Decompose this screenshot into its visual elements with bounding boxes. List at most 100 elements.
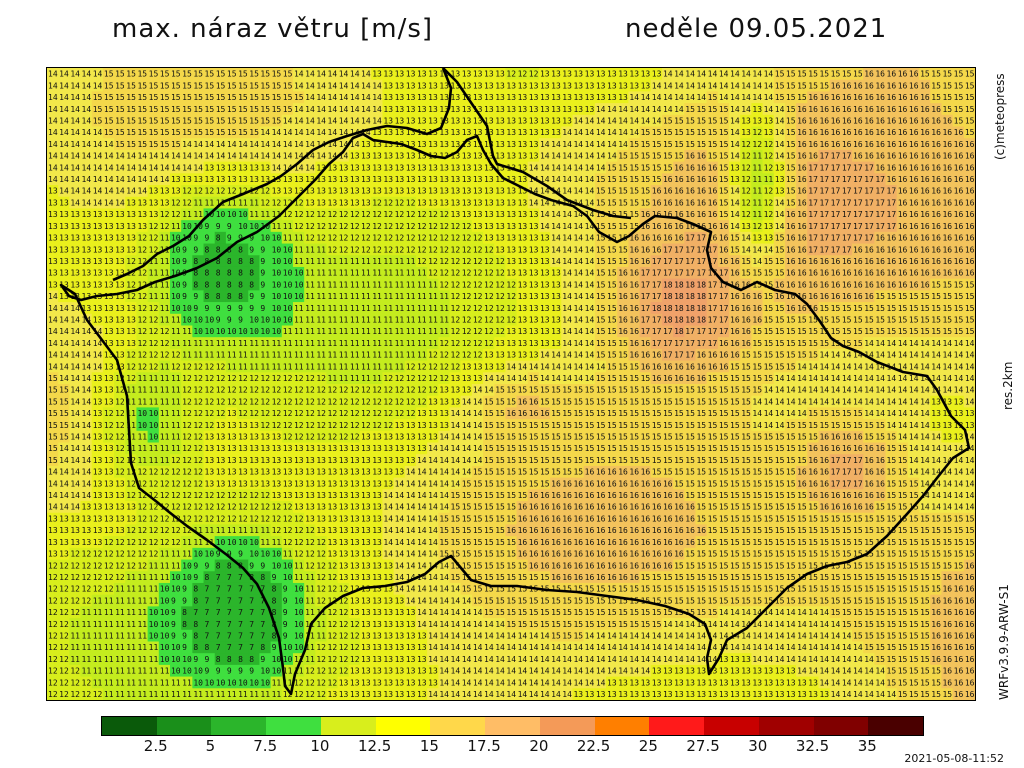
legend-tick-label: 27.5 <box>686 737 719 755</box>
svg-text:15: 15 <box>775 81 785 90</box>
svg-text:13: 13 <box>596 93 606 102</box>
svg-text:13: 13 <box>473 70 483 79</box>
svg-text:14: 14 <box>618 105 628 114</box>
svg-text:14: 14 <box>316 70 326 79</box>
svg-text:15: 15 <box>160 93 170 102</box>
legend-ticks: 2.5 5 7.5 10 12.5 15 17.5 20 22.5 25 27.5 30 32.5 35 <box>101 737 922 757</box>
svg-text:15: 15 <box>942 70 952 79</box>
svg-text:13: 13 <box>473 93 483 102</box>
svg-text:16: 16 <box>898 81 908 90</box>
svg-text:15: 15 <box>965 105 975 114</box>
svg-text:14: 14 <box>350 93 360 102</box>
svg-text:16: 16 <box>920 105 930 114</box>
svg-text:13: 13 <box>573 81 583 90</box>
svg-text:14: 14 <box>685 70 695 79</box>
svg-text:14: 14 <box>730 117 740 126</box>
svg-text:13: 13 <box>551 117 561 126</box>
legend-tick-label: 32.5 <box>796 737 829 755</box>
svg-text:15: 15 <box>171 105 181 114</box>
svg-text:15: 15 <box>797 70 807 79</box>
svg-text:15: 15 <box>216 105 226 114</box>
svg-text:15: 15 <box>775 93 785 102</box>
svg-text:16: 16 <box>898 70 908 79</box>
svg-text:15: 15 <box>249 70 259 79</box>
svg-text:13: 13 <box>573 105 583 114</box>
svg-text:14: 14 <box>764 105 774 114</box>
svg-text:13: 13 <box>417 117 427 126</box>
svg-text:14: 14 <box>607 117 617 126</box>
legend-tick-label: 25 <box>639 737 658 755</box>
legend-tick-label: 22.5 <box>577 737 610 755</box>
svg-text:15: 15 <box>205 128 215 137</box>
svg-text:15: 15 <box>160 105 170 114</box>
svg-text:14: 14 <box>48 70 58 79</box>
svg-text:15: 15 <box>227 70 237 79</box>
svg-text:14: 14 <box>59 70 69 79</box>
svg-text:16: 16 <box>887 117 897 126</box>
svg-text:14: 14 <box>328 81 338 90</box>
svg-text:15: 15 <box>696 128 706 137</box>
svg-text:14: 14 <box>59 105 69 114</box>
svg-text:14: 14 <box>361 93 371 102</box>
svg-text:14: 14 <box>272 128 282 137</box>
svg-text:13: 13 <box>752 105 762 114</box>
svg-text:14: 14 <box>696 70 706 79</box>
svg-text:14: 14 <box>294 117 304 126</box>
svg-text:15: 15 <box>182 128 192 137</box>
svg-text:15: 15 <box>115 81 125 90</box>
svg-text:13: 13 <box>417 105 427 114</box>
svg-text:14: 14 <box>585 117 595 126</box>
svg-text:16: 16 <box>920 117 930 126</box>
svg-text:15: 15 <box>115 117 125 126</box>
svg-text:14: 14 <box>70 81 80 90</box>
svg-text:15: 15 <box>205 117 215 126</box>
svg-text:14: 14 <box>328 93 338 102</box>
legend-color-segment <box>430 717 486 735</box>
svg-text:15: 15 <box>272 81 282 90</box>
svg-text:15: 15 <box>708 93 718 102</box>
svg-text:16: 16 <box>808 93 818 102</box>
svg-text:15: 15 <box>652 128 662 137</box>
svg-text:14: 14 <box>775 105 785 114</box>
svg-text:14: 14 <box>339 105 349 114</box>
svg-text:15: 15 <box>249 81 259 90</box>
svg-text:15: 15 <box>663 128 673 137</box>
svg-text:13: 13 <box>607 93 617 102</box>
svg-text:15: 15 <box>149 70 159 79</box>
svg-text:15: 15 <box>160 81 170 90</box>
legend-tick-label: 17.5 <box>467 737 500 755</box>
svg-text:15: 15 <box>126 105 136 114</box>
svg-text:15: 15 <box>137 128 147 137</box>
svg-text:15: 15 <box>216 128 226 137</box>
svg-text:15: 15 <box>663 117 673 126</box>
svg-text:15: 15 <box>149 128 159 137</box>
svg-text:14: 14 <box>316 93 326 102</box>
svg-text:15: 15 <box>149 105 159 114</box>
svg-text:15: 15 <box>238 81 248 90</box>
svg-text:13: 13 <box>406 93 416 102</box>
svg-text:16: 16 <box>875 93 885 102</box>
svg-text:14: 14 <box>730 70 740 79</box>
svg-text:13: 13 <box>562 70 572 79</box>
svg-text:15: 15 <box>954 105 964 114</box>
svg-text:15: 15 <box>93 117 103 126</box>
svg-text:13: 13 <box>551 81 561 90</box>
svg-text:14: 14 <box>607 105 617 114</box>
svg-text:16: 16 <box>920 81 930 90</box>
svg-text:13: 13 <box>417 81 427 90</box>
svg-text:14: 14 <box>93 81 103 90</box>
legend-color-segment <box>485 717 540 735</box>
svg-text:14: 14 <box>70 128 80 137</box>
svg-text:15: 15 <box>696 105 706 114</box>
svg-text:14: 14 <box>775 117 785 126</box>
svg-text:14: 14 <box>741 70 751 79</box>
svg-text:13: 13 <box>506 105 516 114</box>
svg-text:14: 14 <box>93 128 103 137</box>
svg-text:13: 13 <box>551 70 561 79</box>
svg-text:15: 15 <box>227 117 237 126</box>
svg-text:15: 15 <box>674 128 684 137</box>
svg-text:15: 15 <box>104 105 114 114</box>
svg-text:14: 14 <box>629 105 639 114</box>
svg-text:15: 15 <box>160 70 170 79</box>
svg-text:13: 13 <box>573 93 583 102</box>
